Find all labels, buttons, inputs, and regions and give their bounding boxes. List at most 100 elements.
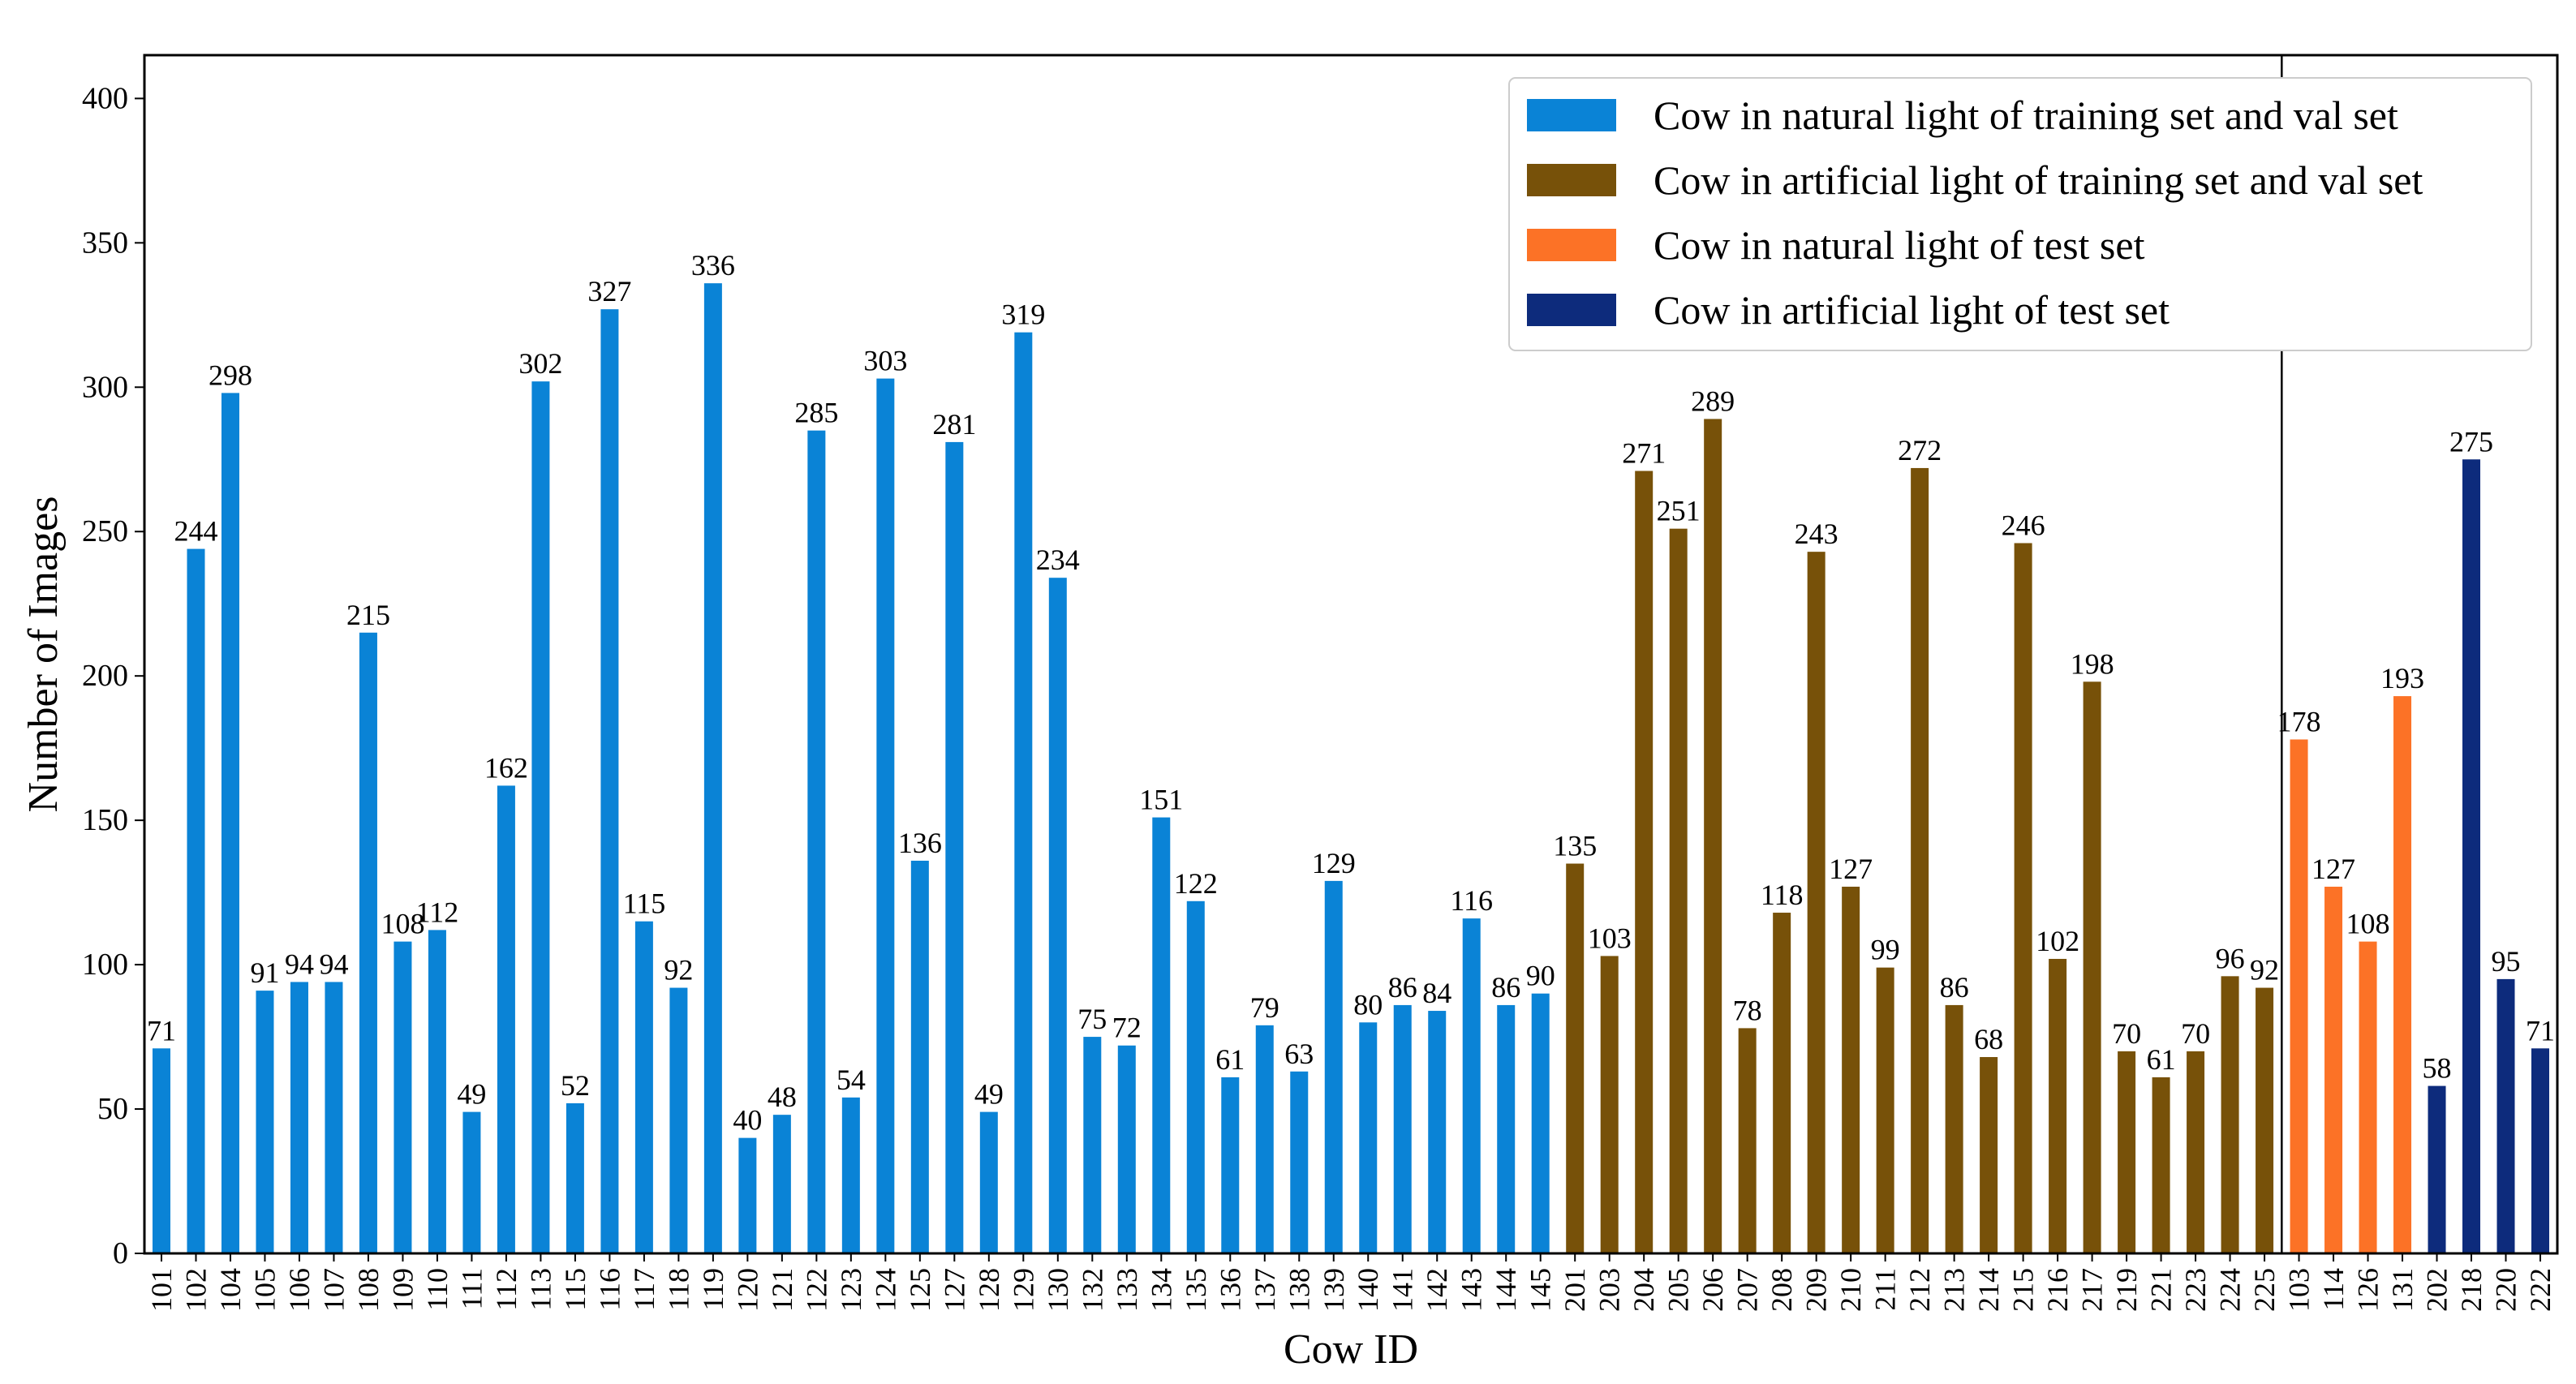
bar-221 <box>2152 1077 2170 1253</box>
legend: Cow in natural light of training set and… <box>1508 77 2532 351</box>
value-label-126: 108 <box>2346 908 2390 940</box>
bar-121 <box>772 1115 791 1253</box>
x-tick-label-220: 220 <box>2490 1268 2522 1312</box>
x-tick-label-140: 140 <box>1352 1268 1384 1312</box>
x-tick-label-105: 105 <box>248 1268 281 1312</box>
x-tick-label-207: 207 <box>1731 1268 1764 1312</box>
x-tick-label-108: 108 <box>352 1268 385 1312</box>
bar-132 <box>1083 1037 1102 1253</box>
y-tick-label-300: 300 <box>82 370 128 404</box>
bar-115 <box>566 1102 584 1253</box>
x-tick-label-133: 133 <box>1111 1268 1143 1312</box>
value-label-202: 58 <box>2423 1052 2452 1085</box>
bar-101 <box>153 1048 170 1253</box>
x-tick-label-131: 131 <box>2386 1268 2419 1312</box>
x-tick-label-204: 204 <box>1628 1268 1660 1312</box>
value-label-135: 122 <box>1174 867 1218 900</box>
x-tick-label-117: 117 <box>628 1268 660 1311</box>
x-tick-label-217: 217 <box>2076 1268 2109 1312</box>
legend-swatch-3 <box>1527 294 1616 326</box>
value-label-214: 68 <box>1974 1023 2003 1055</box>
value-label-217: 198 <box>2071 647 2114 680</box>
bar-110 <box>428 930 446 1253</box>
value-label-134: 151 <box>1139 784 1183 816</box>
value-label-141: 86 <box>1388 971 1417 1004</box>
x-tick-label-136: 136 <box>1214 1268 1246 1312</box>
x-tick-label-144: 144 <box>1490 1268 1522 1312</box>
x-tick-label-138: 138 <box>1283 1268 1315 1312</box>
bar-224 <box>2221 976 2239 1253</box>
bar-214 <box>1980 1056 1998 1253</box>
x-tick-label-202: 202 <box>2421 1268 2453 1312</box>
bar-130 <box>1048 578 1067 1253</box>
value-label-201: 135 <box>1553 830 1597 862</box>
x-tick-label-142: 142 <box>1421 1268 1453 1312</box>
bar-102 <box>187 548 205 1253</box>
value-label-203: 103 <box>1588 922 1632 954</box>
value-label-139: 129 <box>1312 847 1356 879</box>
x-tick-label-137: 137 <box>1249 1268 1281 1312</box>
x-tick-label-206: 206 <box>1697 1268 1729 1312</box>
bar-142 <box>1428 1011 1447 1253</box>
x-tick-label-110: 110 <box>421 1268 454 1311</box>
bar-216 <box>2049 958 2067 1253</box>
value-label-130: 234 <box>1036 544 1080 576</box>
value-label-106: 94 <box>285 948 314 980</box>
bar-126 <box>2359 941 2377 1253</box>
bar-210 <box>1842 887 1860 1253</box>
x-tick-label-139: 139 <box>1318 1268 1350 1312</box>
bar-122 <box>807 430 826 1253</box>
bar-123 <box>841 1097 860 1253</box>
x-tick-label-119: 119 <box>697 1268 729 1311</box>
x-tick-label-205: 205 <box>1662 1268 1695 1312</box>
bar-134 <box>1152 817 1171 1253</box>
value-label-213: 86 <box>1940 971 1969 1004</box>
value-label-114: 127 <box>2312 853 2355 885</box>
value-label-204: 271 <box>1622 437 1666 470</box>
bar-202 <box>2428 1085 2446 1253</box>
x-tick-label-115: 115 <box>559 1268 591 1311</box>
x-tick-label-215: 215 <box>2007 1268 2040 1312</box>
x-tick-label-128: 128 <box>973 1268 1005 1312</box>
plot-frame <box>143 54 2559 1255</box>
bar-117 <box>634 921 653 1253</box>
bar-145 <box>1531 993 1550 1253</box>
value-label-210: 127 <box>1829 853 1873 885</box>
value-label-111: 49 <box>457 1078 486 1111</box>
bar-206 <box>1704 419 1722 1254</box>
value-label-207: 78 <box>1733 994 1762 1026</box>
x-tick-label-101: 101 <box>145 1268 178 1312</box>
value-label-116: 327 <box>587 275 631 307</box>
bar-135 <box>1186 900 1205 1253</box>
x-tick-label-143: 143 <box>1456 1268 1488 1312</box>
bar-144 <box>1497 1004 1516 1253</box>
bar-220 <box>2496 978 2515 1253</box>
value-label-103: 178 <box>2277 705 2321 737</box>
value-label-224: 96 <box>2216 942 2245 974</box>
y-tick-label-200: 200 <box>82 659 128 693</box>
value-label-137: 79 <box>1250 991 1279 1024</box>
x-tick-label-109: 109 <box>386 1268 419 1312</box>
y-tick-label-350: 350 <box>82 226 128 260</box>
bar-140 <box>1359 1022 1378 1253</box>
bar-127 <box>945 441 964 1253</box>
value-label-215: 246 <box>2002 509 2045 541</box>
value-label-108: 215 <box>346 599 390 631</box>
x-tick-label-122: 122 <box>800 1268 832 1312</box>
x-tick-label-218: 218 <box>2455 1268 2488 1312</box>
x-tick-label-216: 216 <box>2041 1268 2074 1312</box>
x-tick-label-106: 106 <box>283 1268 316 1312</box>
bars-layer <box>153 283 2549 1254</box>
x-tick-label-125: 125 <box>904 1268 936 1312</box>
x-tick-label-208: 208 <box>1765 1268 1798 1312</box>
x-tick-label-145: 145 <box>1525 1268 1557 1312</box>
value-label-127: 281 <box>932 408 976 441</box>
value-label-123: 54 <box>836 1064 866 1096</box>
bar-114 <box>2324 887 2343 1253</box>
bar-222 <box>2531 1048 2549 1253</box>
bar-113 <box>531 381 550 1253</box>
x-tick-label-132: 132 <box>1076 1268 1108 1312</box>
x-tick-label-213: 213 <box>1938 1268 1971 1312</box>
x-tick-label-141: 141 <box>1387 1268 1419 1312</box>
bar-125 <box>910 860 929 1253</box>
